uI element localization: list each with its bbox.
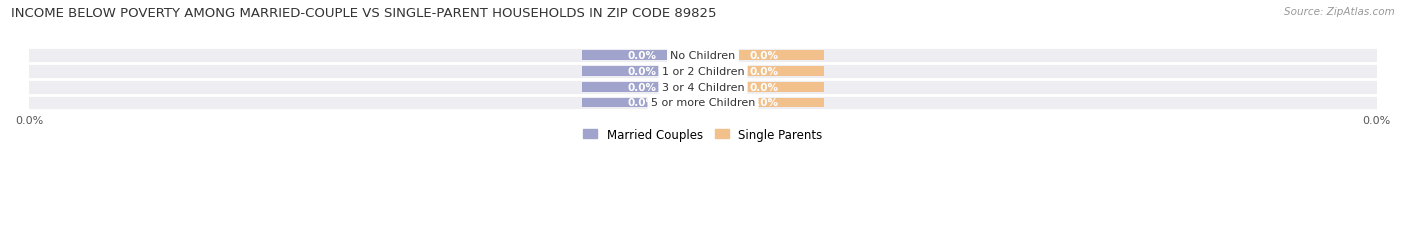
Text: Source: ZipAtlas.com: Source: ZipAtlas.com: [1284, 7, 1395, 17]
Bar: [582, 82, 703, 92]
Text: 5 or more Children: 5 or more Children: [651, 98, 755, 108]
Bar: [30, 64, 1376, 79]
Text: No Children: No Children: [671, 51, 735, 61]
Bar: [582, 67, 703, 76]
Text: 0.0%: 0.0%: [628, 51, 657, 61]
Legend: Married Couples, Single Parents: Married Couples, Single Parents: [579, 123, 827, 146]
Bar: [703, 67, 824, 76]
Text: 0.0%: 0.0%: [628, 98, 657, 108]
Text: 1 or 2 Children: 1 or 2 Children: [662, 67, 744, 77]
Text: 0.0%: 0.0%: [749, 67, 778, 77]
Text: 0.0%: 0.0%: [749, 98, 778, 108]
Text: 0.0%: 0.0%: [628, 67, 657, 77]
Bar: [703, 51, 824, 61]
Text: INCOME BELOW POVERTY AMONG MARRIED-COUPLE VS SINGLE-PARENT HOUSEHOLDS IN ZIP COD: INCOME BELOW POVERTY AMONG MARRIED-COUPL…: [11, 7, 717, 20]
Text: 0.0%: 0.0%: [628, 82, 657, 92]
Bar: [703, 82, 824, 92]
Text: 0.0%: 0.0%: [749, 82, 778, 92]
Text: 0.0%: 0.0%: [749, 51, 778, 61]
Bar: [30, 48, 1376, 64]
Bar: [30, 79, 1376, 95]
Bar: [30, 95, 1376, 111]
Bar: [582, 51, 703, 61]
Bar: [703, 98, 824, 108]
Bar: [582, 98, 703, 108]
Text: 3 or 4 Children: 3 or 4 Children: [662, 82, 744, 92]
